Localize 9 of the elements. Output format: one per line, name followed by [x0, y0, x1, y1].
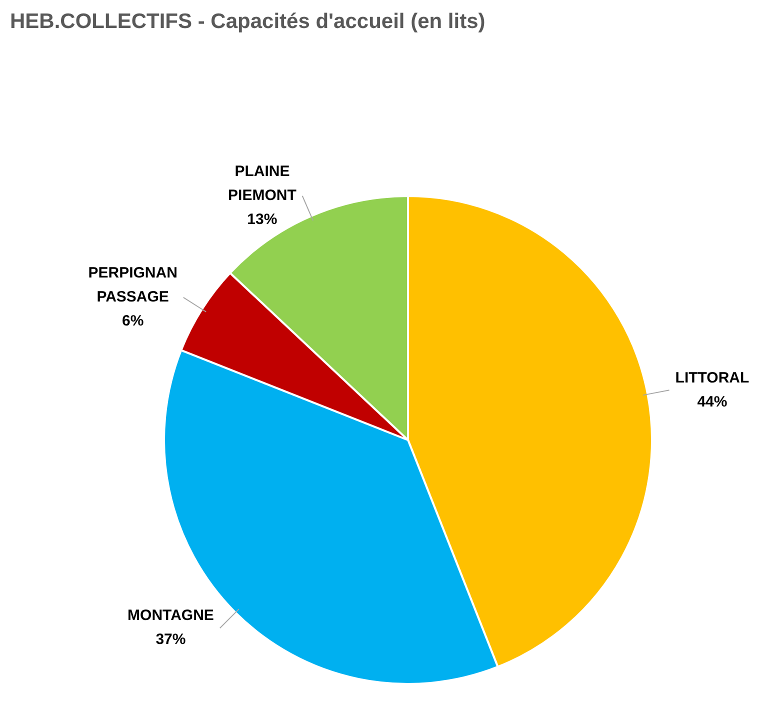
chart-title: HEB.COLLECTIFS - Capacités d'accueil (en lits) — [9, 9, 486, 35]
slice-label: PLAINE PIEMONT — [228, 163, 296, 204]
data-label: 37% — [156, 631, 186, 648]
data-label: 13% — [247, 211, 278, 228]
slice-label: LITTORAL — [675, 369, 750, 386]
data-label: 44% — [697, 393, 728, 410]
slice-label: PERPIGNAN PASSAGE — [88, 264, 178, 306]
slice-label: MONTAGNE — [128, 607, 214, 624]
data-label: 6% — [122, 312, 144, 330]
